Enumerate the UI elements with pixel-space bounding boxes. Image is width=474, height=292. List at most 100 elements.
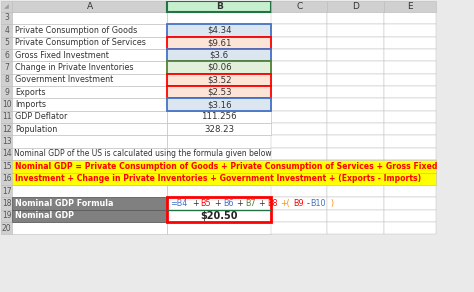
Bar (328, 111, 384, 123)
Text: +: + (237, 199, 243, 208)
Text: $3.16: $3.16 (207, 100, 231, 109)
Bar (12, 61, 167, 74)
Text: Investment + Change in Private Inventories + Government Investment + (Exports - : Investment + Change in Private Inventori… (15, 174, 421, 183)
Bar (271, 1, 328, 12)
Bar (12, 185, 167, 197)
Text: 7: 7 (4, 63, 9, 72)
Bar (12, 111, 167, 123)
Bar (12, 86, 167, 98)
Text: $4.34: $4.34 (207, 26, 231, 35)
Bar (167, 24, 271, 36)
Bar (384, 86, 436, 98)
Text: Private Consumption of Goods: Private Consumption of Goods (15, 26, 137, 35)
Text: 3: 3 (4, 13, 9, 22)
Text: 14: 14 (2, 150, 11, 159)
Bar (1, 24, 12, 36)
Bar (167, 123, 271, 135)
Bar (167, 36, 271, 49)
Bar (12, 123, 167, 135)
Text: Nominal GDP Formula: Nominal GDP Formula (15, 199, 114, 208)
Bar (167, 12, 271, 24)
Bar (271, 111, 328, 123)
Bar (12, 210, 167, 222)
Text: $0.06: $0.06 (207, 63, 231, 72)
Text: 19: 19 (2, 211, 11, 220)
Bar (167, 61, 271, 74)
Text: -: - (306, 199, 309, 208)
Bar (271, 123, 328, 135)
Bar (167, 98, 271, 111)
Bar (167, 24, 271, 36)
Text: Private Consumption of Services: Private Consumption of Services (15, 38, 146, 47)
Bar (384, 98, 436, 111)
Bar (167, 210, 271, 222)
Text: 11: 11 (2, 112, 11, 121)
Bar (328, 61, 384, 74)
Bar (384, 210, 436, 222)
Bar (167, 135, 271, 148)
Text: Government Investment: Government Investment (15, 75, 113, 84)
Text: +: + (258, 199, 265, 208)
Bar (271, 98, 328, 111)
Bar (12, 36, 167, 49)
Bar (12, 197, 167, 210)
Bar (167, 148, 271, 160)
Bar (1, 185, 12, 197)
Bar (328, 185, 384, 197)
Text: 9: 9 (4, 88, 9, 97)
Bar (167, 86, 271, 98)
Text: B9: B9 (293, 199, 303, 208)
Bar (1, 123, 12, 135)
Bar (328, 86, 384, 98)
Text: Population: Population (15, 125, 57, 134)
Bar (328, 135, 384, 148)
Bar (1, 12, 12, 24)
Text: A: A (86, 2, 92, 11)
Bar (271, 74, 328, 86)
Bar (167, 74, 271, 86)
Bar (167, 74, 271, 86)
Bar (384, 148, 436, 160)
Text: B10: B10 (310, 199, 326, 208)
Text: 15: 15 (2, 162, 11, 171)
Bar (328, 98, 384, 111)
Bar (167, 185, 271, 197)
Bar (1, 98, 12, 111)
Bar (384, 1, 436, 12)
Bar (1, 61, 12, 74)
Text: Nominal GDP = Private Consumption of Goods + Private Consumption of Services + G: Nominal GDP = Private Consumption of Goo… (15, 162, 438, 171)
Bar (384, 197, 436, 210)
Bar (1, 1, 12, 12)
Bar (12, 197, 167, 210)
Bar (328, 210, 384, 222)
Bar (167, 86, 271, 98)
Text: Change in Private Inventories: Change in Private Inventories (15, 63, 134, 72)
Bar (1, 148, 12, 160)
Bar (167, 98, 271, 111)
Text: 8: 8 (4, 75, 9, 84)
Bar (384, 222, 436, 234)
Bar (271, 160, 328, 173)
Bar (167, 111, 271, 123)
Bar (384, 12, 436, 24)
Bar (12, 24, 167, 36)
Bar (167, 111, 271, 123)
Text: 18: 18 (2, 199, 11, 208)
Text: ): ) (330, 199, 333, 208)
Bar (328, 74, 384, 86)
Bar (167, 222, 271, 234)
Bar (167, 197, 271, 210)
Bar (12, 49, 167, 61)
Bar (167, 36, 271, 49)
Bar (328, 160, 384, 173)
Bar (12, 12, 167, 24)
Text: Exports: Exports (15, 88, 46, 97)
Bar (271, 173, 328, 185)
Bar (384, 160, 436, 173)
Bar (12, 222, 167, 234)
Bar (271, 36, 328, 49)
Bar (384, 36, 436, 49)
Bar (328, 173, 384, 185)
Text: ◢: ◢ (4, 4, 9, 9)
Bar (167, 98, 271, 111)
